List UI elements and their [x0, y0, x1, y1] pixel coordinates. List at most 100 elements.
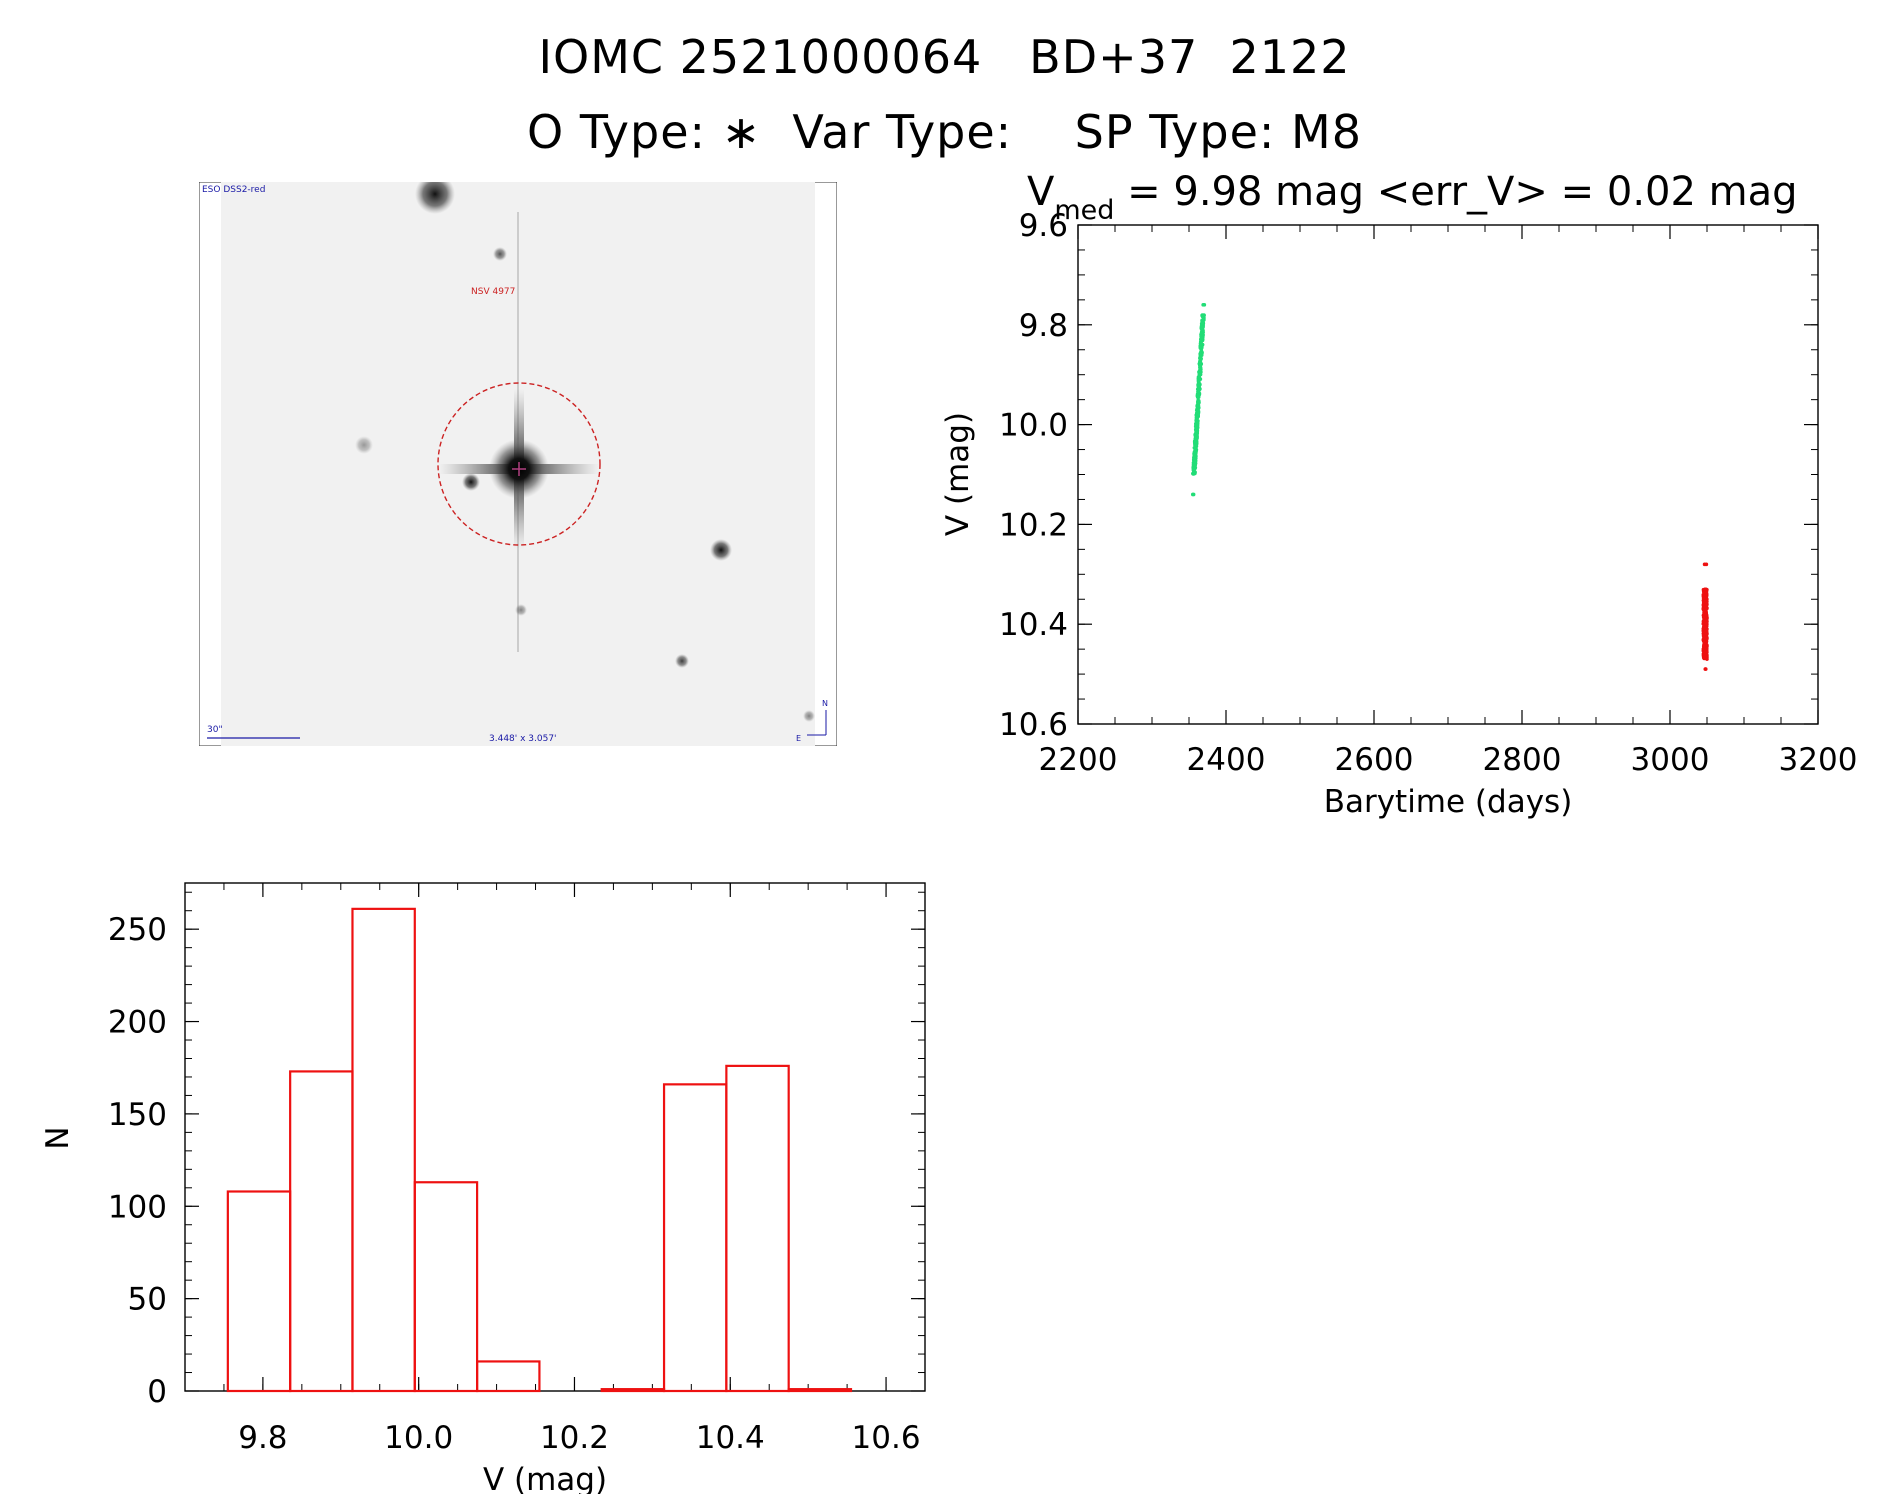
data-point — [1192, 455, 1196, 460]
data-point — [1704, 611, 1708, 615]
data-point — [1704, 640, 1709, 644]
data-point — [1704, 613, 1709, 618]
data-point — [1196, 392, 1201, 397]
data-point — [1701, 655, 1706, 660]
data-point — [1702, 645, 1707, 649]
data-point — [1196, 410, 1201, 415]
data-point — [1703, 650, 1708, 655]
data-point — [1196, 376, 1201, 381]
data-point — [1194, 408, 1199, 413]
data-point — [1195, 425, 1200, 430]
data-point — [1704, 627, 1708, 631]
data-point — [1193, 450, 1198, 455]
data-point — [1198, 372, 1203, 377]
data-point — [1198, 387, 1202, 391]
data-point — [1200, 314, 1205, 319]
data-point — [1195, 407, 1199, 411]
data-point — [1703, 638, 1707, 642]
data-point — [1701, 652, 1706, 656]
data-point — [1701, 615, 1706, 620]
data-point — [1193, 452, 1198, 457]
data-point — [1196, 404, 1200, 408]
data-point — [1702, 562, 1707, 567]
data-point — [1197, 377, 1202, 382]
data-point — [1194, 454, 1198, 458]
data-point — [1703, 595, 1707, 599]
data-point — [1198, 340, 1203, 344]
data-point — [1193, 443, 1197, 448]
data-point — [1703, 628, 1708, 633]
data-point — [1704, 613, 1709, 618]
data-point — [1702, 647, 1706, 651]
data-point — [1200, 318, 1204, 323]
data-point — [1703, 641, 1708, 646]
data-point — [1704, 597, 1709, 602]
data-point — [1196, 398, 1201, 403]
data-point — [1702, 639, 1707, 643]
data-point — [1196, 382, 1201, 387]
data-point — [1704, 587, 1708, 592]
data-point — [1701, 619, 1706, 624]
data-point — [1200, 343, 1205, 347]
data-point — [1703, 592, 1708, 596]
data-point — [1191, 492, 1196, 497]
data-point — [1198, 365, 1202, 370]
data-point — [1702, 656, 1707, 661]
data-point — [1701, 606, 1706, 611]
data-point — [1705, 606, 1709, 610]
data-point — [1704, 633, 1709, 637]
data-point — [1701, 648, 1706, 653]
data-point — [1198, 344, 1203, 349]
data-point — [1702, 592, 1707, 596]
data-point — [1703, 632, 1708, 637]
data-point — [1192, 465, 1197, 469]
data-point — [1199, 352, 1204, 357]
data-point — [1201, 323, 1205, 328]
data-point — [1200, 324, 1205, 329]
data-point — [1196, 386, 1201, 390]
data-point — [1701, 647, 1706, 651]
data-point — [1702, 647, 1706, 651]
data-point — [1195, 427, 1199, 431]
data-point — [1195, 414, 1200, 418]
data-point — [1193, 434, 1198, 439]
data-point — [1702, 597, 1707, 601]
data-point — [1702, 594, 1706, 598]
x-tick-label: 10.6 — [852, 1420, 921, 1456]
data-point — [1704, 635, 1709, 640]
data-point — [1196, 400, 1200, 404]
data-point — [1199, 335, 1204, 340]
data-point — [1703, 615, 1707, 619]
data-point — [1200, 333, 1205, 338]
data-point — [1703, 587, 1707, 592]
data-point — [1200, 333, 1204, 338]
data-point — [1702, 642, 1707, 647]
data-point — [1196, 411, 1200, 416]
y-tick-label: 10.6 — [999, 707, 1068, 743]
data-point — [1199, 332, 1204, 336]
data-point — [1198, 352, 1203, 356]
data-point — [1191, 471, 1195, 476]
data-point — [1194, 433, 1199, 438]
data-point — [1198, 366, 1202, 370]
data-point — [1197, 393, 1201, 398]
data-point — [1703, 628, 1708, 633]
data-point — [1196, 405, 1201, 410]
data-point — [1195, 418, 1199, 423]
star — [462, 473, 480, 491]
data-point — [1201, 303, 1205, 307]
data-point — [1705, 635, 1709, 640]
x-tick-label: 10.2 — [540, 1420, 609, 1456]
data-point — [1705, 622, 1709, 627]
data-point — [1196, 384, 1201, 388]
data-point — [1195, 429, 1200, 433]
data-point — [1703, 646, 1708, 650]
data-point — [1193, 432, 1198, 437]
data-point — [1197, 372, 1202, 376]
data-point — [1704, 643, 1709, 648]
data-point — [1702, 610, 1706, 614]
data-point — [1195, 422, 1199, 426]
data-point — [1196, 375, 1201, 379]
data-point — [1702, 596, 1707, 601]
histogram-bar — [476, 1360, 541, 1393]
